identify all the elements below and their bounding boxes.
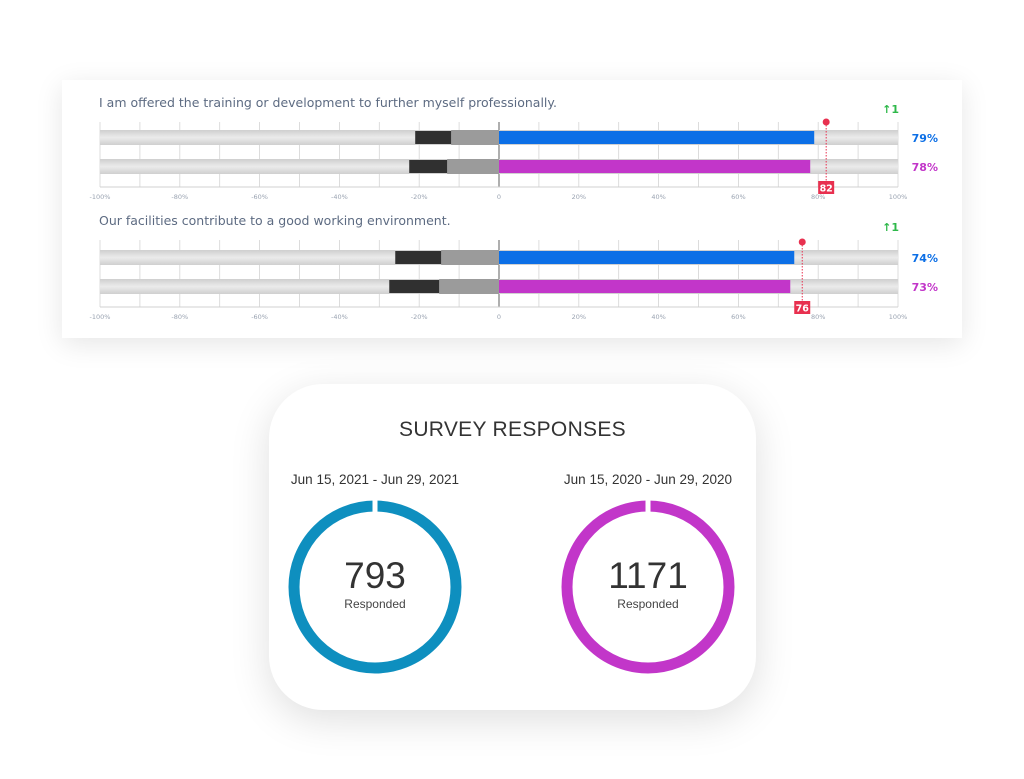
- tick-label: -60%: [251, 193, 268, 201]
- period-label-current: Jun 15, 2021 - Jun 29, 2021: [290, 472, 460, 487]
- benchmark-dot: [822, 118, 830, 126]
- tick-label: -40%: [331, 313, 348, 321]
- value-label: 73%: [912, 281, 938, 294]
- tick-label: 80%: [811, 193, 825, 201]
- negative-mild-bar: [441, 250, 499, 265]
- trend-indicator: ↑1: [882, 103, 899, 116]
- negative-strong-bar: [389, 280, 440, 293]
- tick-label: -60%: [251, 313, 268, 321]
- question-chart-panel: [62, 80, 962, 338]
- benchmark-dot: [798, 238, 806, 246]
- tick-label: 0: [497, 313, 501, 321]
- period-label-previous: Jun 15, 2020 - Jun 29, 2020: [563, 472, 733, 487]
- tick-label: 0: [497, 193, 501, 201]
- benchmark-badge: [818, 181, 835, 194]
- tick-label: 20%: [572, 313, 586, 321]
- tick-label: 100%: [889, 313, 908, 321]
- trend-indicator: ↑1: [882, 221, 899, 234]
- tick-label: -80%: [171, 313, 188, 321]
- responses-label-previous: Responded: [617, 597, 679, 611]
- positive-bar: [499, 131, 815, 144]
- value-label: 79%: [912, 132, 938, 145]
- positive-bar: [499, 251, 795, 264]
- question-text: Our facilities contribute to a good work…: [99, 213, 451, 228]
- responses-count-current: 793: [344, 555, 406, 596]
- benchmark-value: 82: [820, 184, 833, 195]
- tick-label: 40%: [651, 313, 665, 321]
- tick-label: -40%: [331, 193, 348, 201]
- negative-mild-bar: [451, 130, 499, 145]
- negative-mild-bar: [447, 159, 499, 174]
- tick-label: 20%: [572, 193, 586, 201]
- tick-label: -20%: [411, 313, 428, 321]
- negative-strong-bar: [409, 160, 448, 173]
- benchmark-badge: [794, 301, 811, 314]
- question-text: I am offered the training or development…: [99, 95, 557, 110]
- survey-responses-title: SURVEY RESPONSES: [399, 418, 626, 441]
- positive-bar: [499, 280, 791, 293]
- tick-label: -20%: [411, 193, 428, 201]
- diverging-bar-chart: I am offered the training or development…: [90, 95, 938, 321]
- positive-bar: [499, 160, 811, 173]
- responses-count-previous: 1171: [608, 555, 688, 596]
- tick-label: 60%: [731, 193, 745, 201]
- tick-label: -80%: [171, 193, 188, 201]
- tick-label: -100%: [90, 313, 111, 321]
- value-label: 78%: [912, 161, 938, 174]
- negative-mild-bar: [439, 279, 499, 294]
- tick-label: 60%: [731, 313, 745, 321]
- responses-label-current: Responded: [344, 597, 406, 611]
- tick-label: -100%: [90, 193, 111, 201]
- benchmark-value: 76: [796, 304, 810, 315]
- value-label: 74%: [912, 252, 938, 265]
- negative-strong-bar: [415, 131, 452, 144]
- tick-label: 100%: [889, 193, 908, 201]
- tick-label: 40%: [651, 193, 665, 201]
- tick-label: 80%: [811, 313, 825, 321]
- negative-strong-bar: [395, 251, 442, 264]
